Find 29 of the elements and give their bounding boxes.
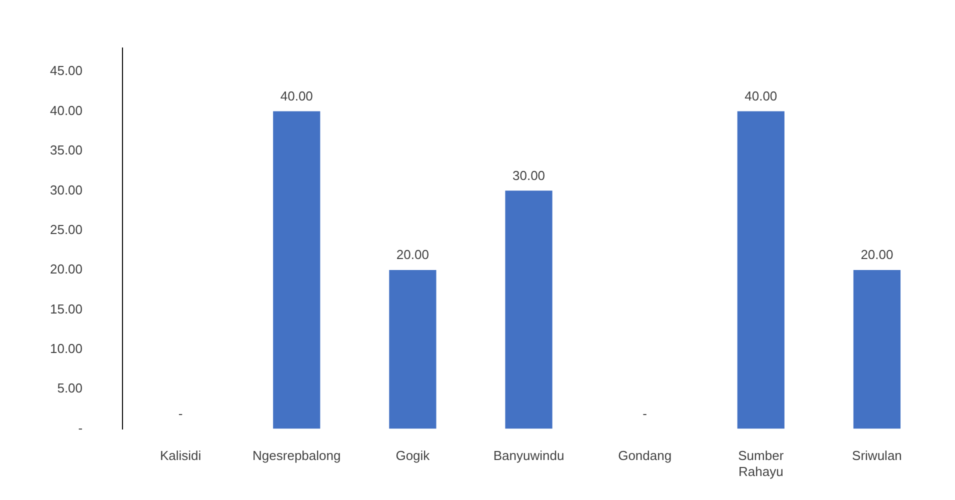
bar <box>273 111 320 429</box>
x-tick-label: Kalisidi <box>160 448 202 464</box>
x-tick-label: Sumber Rahayu <box>738 448 784 479</box>
x-tick-label: Ngesrepbalong <box>252 448 341 464</box>
bar <box>853 270 901 429</box>
y-tick-label: - <box>78 420 83 436</box>
data-label: 40.00 <box>280 88 313 104</box>
data-label: 20.00 <box>396 247 429 262</box>
data-label: 30.00 <box>512 168 546 183</box>
data-label: 20.00 <box>860 247 894 262</box>
y-tick-label: 30.00 <box>50 182 83 198</box>
y-tick-label: 45.00 <box>50 63 83 78</box>
y-tick-label: 5.00 <box>57 380 83 396</box>
data-label: - <box>642 406 648 421</box>
bar <box>737 111 784 429</box>
data-label: 40.00 <box>744 88 778 104</box>
x-tick-label: Sriwulan <box>852 448 902 464</box>
bar <box>389 270 436 429</box>
x-tick-label: Banyuwindu <box>493 448 564 464</box>
x-tick-label: Gondang <box>618 448 672 464</box>
data-label: - <box>178 406 183 421</box>
y-tick-label: 40.00 <box>50 102 83 118</box>
y-tick-label: 35.00 <box>50 142 83 158</box>
y-tick-label: 15.00 <box>50 301 83 316</box>
x-tick-label: Gogik <box>396 448 430 464</box>
bar <box>505 190 552 429</box>
y-tick-label: 10.00 <box>50 341 83 356</box>
y-tick-label: 20.00 <box>50 262 83 277</box>
y-tick-label: 25.00 <box>50 222 83 237</box>
